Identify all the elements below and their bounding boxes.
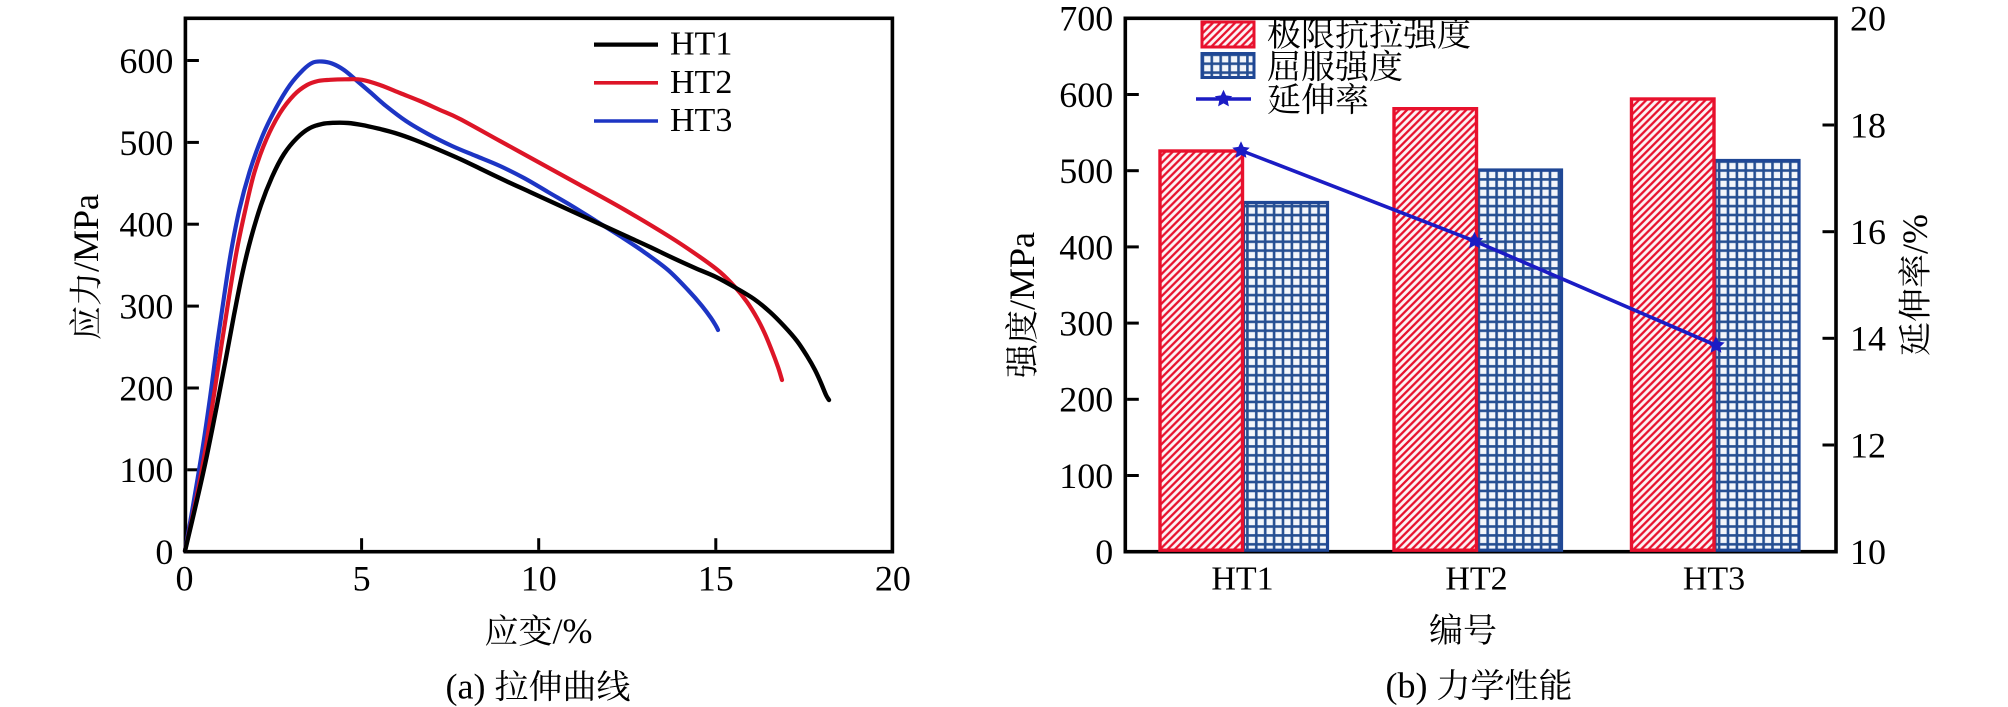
svg-text:18: 18 <box>1850 105 1886 145</box>
svg-text:0: 0 <box>155 532 173 572</box>
svg-text:/%: /% <box>553 611 593 651</box>
svg-text:HT1: HT1 <box>670 26 732 63</box>
svg-text:HT2: HT2 <box>670 64 732 101</box>
svg-text:14: 14 <box>1850 319 1886 359</box>
svg-text:300: 300 <box>119 287 173 327</box>
svg-text:HT3: HT3 <box>1683 561 1745 598</box>
svg-text:HT3: HT3 <box>670 102 732 139</box>
svg-text:700: 700 <box>1059 0 1113 39</box>
svg-text:0: 0 <box>176 559 194 599</box>
svg-text:400: 400 <box>1059 227 1113 267</box>
svg-text:/%: /% <box>1895 214 1935 254</box>
svg-text:20: 20 <box>1850 0 1886 39</box>
svg-text:500: 500 <box>119 123 173 163</box>
svg-text:400: 400 <box>119 205 173 245</box>
svg-text:(b): (b) <box>1386 666 1428 706</box>
svg-text:16: 16 <box>1850 212 1886 252</box>
svg-text:10: 10 <box>1850 532 1886 572</box>
svg-text:200: 200 <box>119 368 173 408</box>
svg-text:300: 300 <box>1059 304 1113 344</box>
svg-text:10: 10 <box>521 559 557 599</box>
svg-text:(a): (a) <box>446 667 486 707</box>
svg-text:20: 20 <box>875 559 911 599</box>
svg-text:5: 5 <box>353 559 371 599</box>
svg-text:/MPa: /MPa <box>1002 232 1042 310</box>
svg-text:100: 100 <box>119 450 173 490</box>
svg-text:600: 600 <box>1059 75 1113 115</box>
svg-text:15: 15 <box>698 559 734 599</box>
svg-text:500: 500 <box>1059 151 1113 191</box>
svg-text:600: 600 <box>119 41 173 81</box>
svg-text:100: 100 <box>1059 456 1113 496</box>
svg-text:/MPa: /MPa <box>66 194 106 272</box>
svg-text:HT1: HT1 <box>1211 561 1273 598</box>
svg-text:0: 0 <box>1095 532 1113 572</box>
svg-text:HT2: HT2 <box>1445 561 1507 598</box>
svg-text:200: 200 <box>1059 380 1113 420</box>
svg-text:12: 12 <box>1850 425 1886 465</box>
